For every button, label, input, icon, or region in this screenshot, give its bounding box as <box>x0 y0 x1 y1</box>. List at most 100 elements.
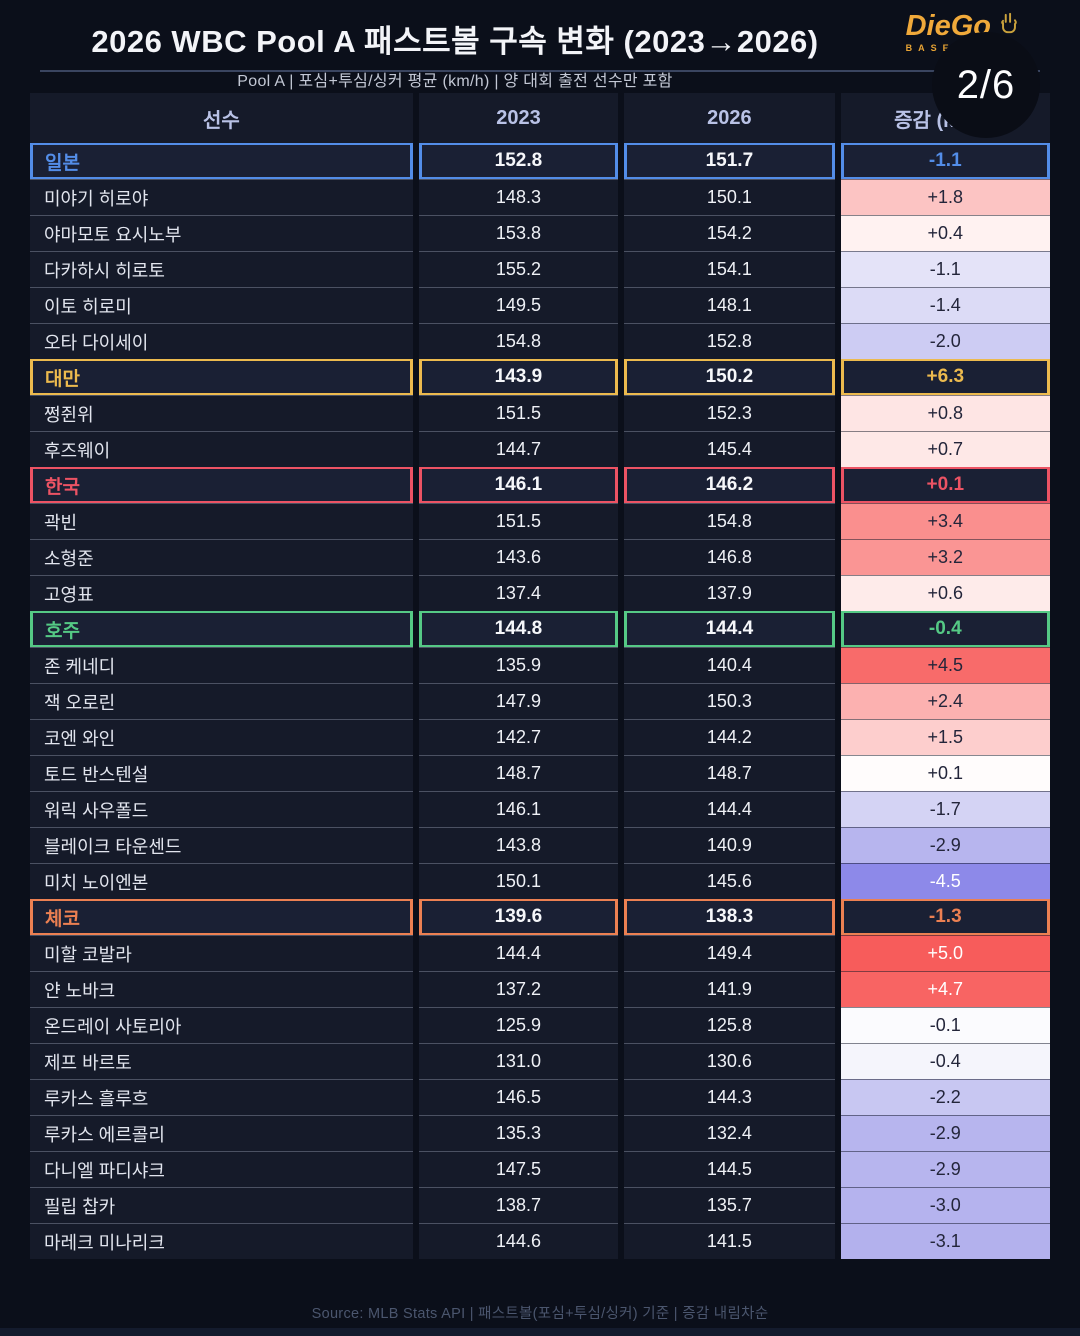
player-2026-value: 149.4 <box>624 935 835 971</box>
country-delta-value: -1.3 <box>840 899 1050 935</box>
player-row: 미할 코발라 144.4 149.4 +5.0 <box>30 935 1050 971</box>
player-delta-value: +0.1 <box>840 755 1050 791</box>
player-name: 마레크 미나리크 <box>30 1223 413 1259</box>
player-name: 미치 노이엔본 <box>30 863 413 899</box>
player-delta-value: -2.9 <box>840 827 1050 863</box>
footer: Source: MLB Stats API | 패스트볼(포심+투심/싱커) 기… <box>0 1302 1080 1323</box>
player-2023-value: 146.1 <box>418 791 619 827</box>
player-row: 블레이크 타운센드 143.8 140.9 -2.9 <box>30 827 1050 863</box>
player-2023-value: 150.1 <box>418 863 619 899</box>
player-2026-value: 148.1 <box>624 287 835 323</box>
player-row: 후즈웨이 144.7 145.4 +0.7 <box>30 431 1050 467</box>
col-header-2026: 2026 <box>624 93 835 143</box>
country-2023-value: 152.8 <box>418 143 619 179</box>
player-2026-value: 132.4 <box>624 1115 835 1151</box>
player-delta-value: -1.4 <box>840 287 1050 323</box>
player-delta-value: -4.5 <box>840 863 1050 899</box>
player-2023-value: 149.5 <box>418 287 619 323</box>
country-delta-value: -0.4 <box>840 611 1050 647</box>
player-name: 온드레이 사토리아 <box>30 1007 413 1043</box>
player-name: 미할 코발라 <box>30 935 413 971</box>
country-name: 일본 <box>30 143 413 179</box>
player-row: 이토 히로미 149.5 148.1 -1.4 <box>30 287 1050 323</box>
player-2026-value: 150.3 <box>624 683 835 719</box>
player-name: 이토 히로미 <box>30 287 413 323</box>
player-2026-value: 141.5 <box>624 1223 835 1259</box>
player-2026-value: 137.9 <box>624 575 835 611</box>
player-row: 필립 찹카 138.7 135.7 -3.0 <box>30 1187 1050 1223</box>
player-name: 후즈웨이 <box>30 431 413 467</box>
player-2026-value: 144.4 <box>624 791 835 827</box>
player-2023-value: 125.9 <box>418 1007 619 1043</box>
player-2026-value: 154.2 <box>624 215 835 251</box>
player-name: 제프 바르토 <box>30 1043 413 1079</box>
player-2023-value: 154.8 <box>418 323 619 359</box>
player-2023-value: 142.7 <box>418 719 619 755</box>
country-2023-value: 146.1 <box>418 467 619 503</box>
player-delta-value: +5.0 <box>840 935 1050 971</box>
player-name: 야마모토 요시노부 <box>30 215 413 251</box>
player-row: 토드 반스텐설 148.7 148.7 +0.1 <box>30 755 1050 791</box>
page-title: 2026 WBC Pool A 패스트볼 구속 변화 (2023→2026) <box>91 24 819 59</box>
country-2026-value: 150.2 <box>624 359 835 395</box>
player-row: 고영표 137.4 137.9 +0.6 <box>30 575 1050 611</box>
player-2023-value: 143.6 <box>418 539 619 575</box>
page-indicator: 2/6 <box>956 62 1016 107</box>
player-row: 얀 노바크 137.2 141.9 +4.7 <box>30 971 1050 1007</box>
country-name: 대만 <box>30 359 413 395</box>
player-2026-value: 146.8 <box>624 539 835 575</box>
player-2026-value: 141.9 <box>624 971 835 1007</box>
player-2023-value: 138.7 <box>418 1187 619 1223</box>
player-2026-value: 154.1 <box>624 251 835 287</box>
player-2023-value: 148.7 <box>418 755 619 791</box>
player-2023-value: 137.2 <box>418 971 619 1007</box>
country-row: 호주 144.8 144.4 -0.4 <box>30 611 1050 647</box>
player-2023-value: 155.2 <box>418 251 619 287</box>
player-2026-value: 130.6 <box>624 1043 835 1079</box>
player-row: 루카스 흘루흐 146.5 144.3 -2.2 <box>30 1079 1050 1115</box>
player-2023-value: 137.4 <box>418 575 619 611</box>
player-name: 잭 오로린 <box>30 683 413 719</box>
country-row: 대만 143.9 150.2 +6.3 <box>30 359 1050 395</box>
player-2023-value: 135.9 <box>418 647 619 683</box>
player-delta-value: -0.1 <box>840 1007 1050 1043</box>
player-name: 루카스 에르콜리 <box>30 1115 413 1151</box>
country-delta-value: -1.1 <box>840 143 1050 179</box>
player-delta-value: -0.4 <box>840 1043 1050 1079</box>
country-delta-value: +0.1 <box>840 467 1050 503</box>
player-name: 쩡쥔위 <box>30 395 413 431</box>
player-row: 오타 다이세이 154.8 152.8 -2.0 <box>30 323 1050 359</box>
player-delta-value: +2.4 <box>840 683 1050 719</box>
player-2026-value: 140.9 <box>624 827 835 863</box>
col-header-2023: 2023 <box>418 93 619 143</box>
player-name: 블레이크 타운센드 <box>30 827 413 863</box>
country-2026-value: 151.7 <box>624 143 835 179</box>
country-delta-value: +6.3 <box>840 359 1050 395</box>
player-2026-value: 144.3 <box>624 1079 835 1115</box>
country-name: 체코 <box>30 899 413 935</box>
player-2026-value: 148.7 <box>624 755 835 791</box>
header-divider <box>40 70 1040 72</box>
player-delta-value: -2.0 <box>840 323 1050 359</box>
source-note: Source: MLB Stats API | 패스트볼(포심+투심/싱커) 기… <box>311 1306 769 1322</box>
player-2023-value: 135.3 <box>418 1115 619 1151</box>
player-delta-value: -3.1 <box>840 1223 1050 1259</box>
player-name: 코엔 와인 <box>30 719 413 755</box>
player-delta-value: +0.4 <box>840 215 1050 251</box>
country-2023-value: 139.6 <box>418 899 619 935</box>
player-row: 미야기 히로야 148.3 150.1 +1.8 <box>30 179 1050 215</box>
header: 2026 WBC Pool A 패스트볼 구속 변화 (2023→2026) P… <box>0 0 1080 138</box>
player-delta-value: -3.0 <box>840 1187 1050 1223</box>
country-row: 체코 139.6 138.3 -1.3 <box>30 899 1050 935</box>
player-2026-value: 145.6 <box>624 863 835 899</box>
player-2026-value: 145.4 <box>624 431 835 467</box>
player-2023-value: 147.5 <box>418 1151 619 1187</box>
country-2023-value: 143.9 <box>418 359 619 395</box>
player-row: 다카하시 히로토 155.2 154.1 -1.1 <box>30 251 1050 287</box>
player-row: 제프 바르토 131.0 130.6 -0.4 <box>30 1043 1050 1079</box>
player-2026-value: 140.4 <box>624 647 835 683</box>
player-2026-value: 125.8 <box>624 1007 835 1043</box>
country-2023-value: 144.8 <box>418 611 619 647</box>
player-2026-value: 135.7 <box>624 1187 835 1223</box>
